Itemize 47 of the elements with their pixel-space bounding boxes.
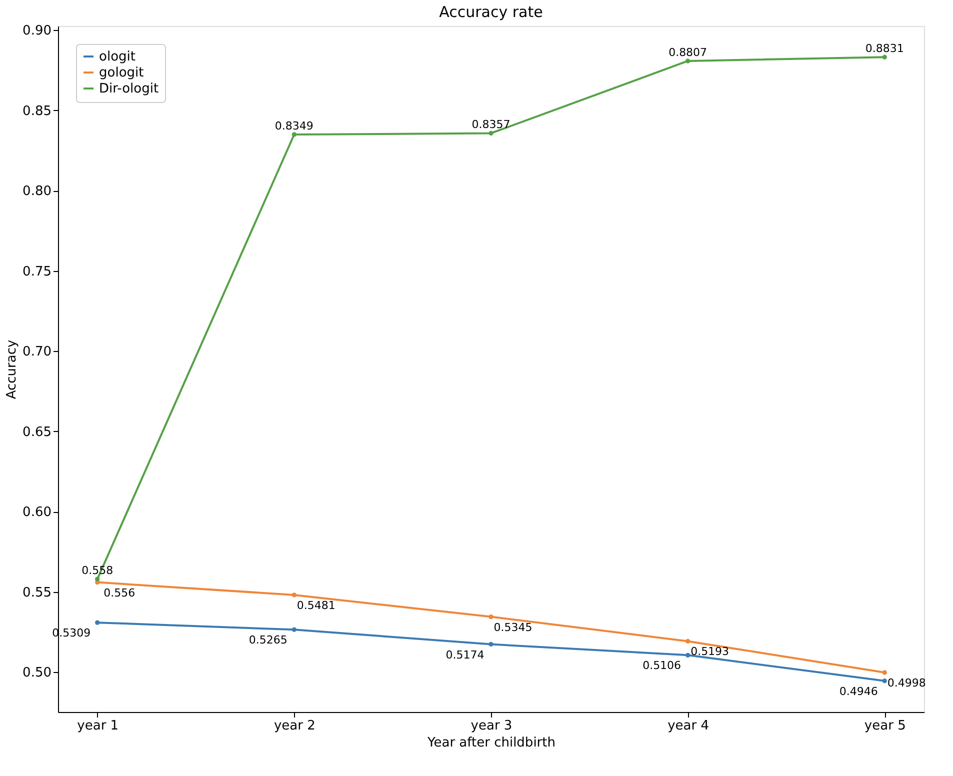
data-label: 0.556: [104, 586, 136, 600]
y-tick-label: 0.85: [22, 104, 52, 119]
legend-label: Dir-ologit: [99, 82, 159, 96]
point: [488, 642, 494, 647]
data-label: 0.4946: [839, 684, 878, 698]
x-tick-label: year 5: [864, 718, 906, 734]
legend-label: gologit: [99, 66, 144, 80]
x-axis-title: Year after childbirth: [426, 736, 556, 750]
data-label: 0.5265: [248, 634, 288, 647]
point: [292, 592, 297, 598]
x-tick-label: year 3: [470, 718, 512, 734]
data-label: 0.4998: [887, 676, 926, 690]
point: [685, 58, 690, 64]
data-label: 0.8831: [865, 42, 904, 56]
data-label: 0.5345: [494, 620, 532, 634]
point: [882, 670, 887, 675]
y-tick-label: 0.65: [22, 424, 52, 440]
x-tick-label: year 1: [77, 718, 119, 734]
y-axis-title: Accuracy: [4, 340, 20, 400]
data-label: 0.5106: [642, 659, 682, 672]
y-tick-label: 0.60: [22, 505, 52, 520]
point: [685, 652, 690, 658]
point: [488, 130, 494, 136]
data-label: 0.8357: [472, 118, 510, 132]
point: [292, 132, 297, 137]
chart-title: Accuracy rate: [439, 3, 543, 22]
legend-label: ologit: [99, 50, 136, 64]
point: [685, 638, 690, 644]
point: [95, 576, 100, 582]
point: [882, 678, 887, 684]
data-label: 0.8349: [274, 120, 314, 133]
data-label: 0.8807: [668, 46, 708, 59]
y-tick-label: 0.75: [22, 264, 52, 280]
point: [882, 54, 887, 60]
y-tick-label: 0.55: [22, 585, 52, 600]
y-tick-label: 0.90: [22, 24, 52, 39]
y-tick-label: 0.70: [22, 344, 52, 360]
x-tick-label: year 4: [668, 718, 710, 734]
point: [95, 620, 100, 625]
data-label: 0.5174: [446, 648, 484, 662]
x-tick-label: year 2: [274, 718, 316, 734]
y-tick-label: 0.80: [22, 184, 52, 200]
data-label: 0.5481: [296, 598, 336, 612]
point: [292, 627, 297, 632]
data-label: 0.5193: [690, 645, 730, 658]
point: [488, 614, 494, 620]
y-tick-label: 0.50: [22, 666, 52, 681]
